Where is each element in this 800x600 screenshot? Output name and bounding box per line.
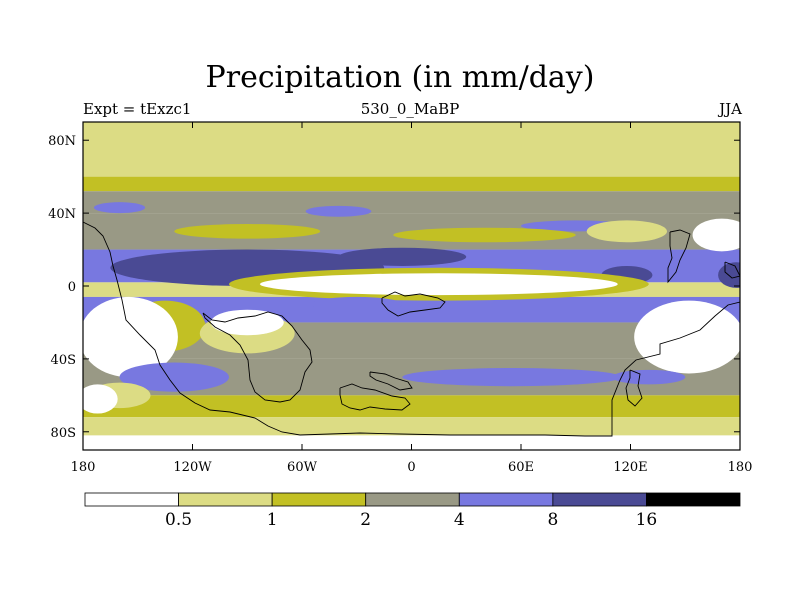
- precip-region-3: [174, 224, 321, 239]
- colorbar-swatch-1: [178, 492, 273, 507]
- colorbar-swatch-6: [646, 492, 741, 507]
- x-axis: 180 120W 60W 0 60E 120E 180: [71, 122, 753, 475]
- precip-band-9: [83, 395, 740, 418]
- continent-outlines: [83, 221, 740, 437]
- precip-region-23: [83, 384, 118, 414]
- age-label: 530_0_MaBP: [360, 100, 460, 118]
- chart-title: Precipitation (in mm/day): [205, 60, 595, 95]
- colorbar-swatch-0: [84, 492, 179, 507]
- colorbar-label-2: 2: [360, 510, 371, 530]
- experiment-label: Expt = tExzc1: [83, 100, 192, 118]
- colorbar-swatch-2: [271, 492, 367, 507]
- precip-region-8: [338, 247, 467, 266]
- colorbar-label-3: 4: [454, 510, 465, 530]
- y-tick-label-1: 40N: [48, 207, 76, 222]
- x-tick-label-4: 60E: [508, 460, 534, 475]
- precip-band-11: [83, 435, 740, 450]
- x-tick-label-5: 120E: [613, 460, 647, 475]
- y-tick-label-3: 40S: [51, 353, 76, 368]
- precip-region-4: [393, 227, 576, 243]
- colorbar-swatch-3: [365, 492, 460, 507]
- precip-region-0: [93, 202, 146, 214]
- x-tick-label-2: 60W: [287, 460, 318, 475]
- precip-region-19: [402, 368, 622, 387]
- precip-region-1: [305, 205, 372, 217]
- colorbar-label-1: 1: [267, 510, 278, 530]
- precip-region-6: [692, 218, 740, 252]
- precip-region-14: [83, 296, 178, 378]
- colorbar-label-4: 8: [547, 510, 558, 530]
- precip-band-0: [83, 122, 740, 177]
- colorbar-swatch-5: [552, 492, 647, 507]
- x-tick-label-1: 120W: [173, 460, 212, 475]
- x-tick-label-0: 180: [71, 460, 96, 475]
- colorbar: 0.5 1 2 4 8 16: [84, 492, 741, 530]
- x-tick-label-3: 0: [407, 460, 415, 475]
- y-tick-label-4: 80S: [51, 426, 76, 441]
- precip-region-18: [119, 362, 229, 392]
- colorbar-label-5: 16: [636, 510, 658, 530]
- y-axis: 80N 40N 0 40S 80S: [48, 134, 740, 441]
- colorbar-swatch-4: [458, 492, 554, 507]
- precip-region-21: [311, 296, 403, 312]
- precip-region-17: [634, 300, 740, 374]
- y-tick-label-0: 80N: [48, 134, 76, 149]
- precip-region-12: [260, 273, 618, 296]
- precip-band-1: [83, 176, 740, 192]
- precip-region-9: [718, 262, 740, 288]
- y-tick-label-2: 0: [68, 280, 76, 295]
- season-label: JJA: [719, 100, 742, 118]
- precip-region-20: [612, 369, 686, 385]
- precipitation-field: [83, 122, 740, 450]
- x-tick-label-6: 180: [728, 460, 753, 475]
- colorbar-label-0: 0.5: [165, 510, 192, 530]
- precip-band-2: [83, 191, 740, 214]
- precip-region-5: [586, 220, 667, 243]
- precip-band-10: [83, 417, 740, 436]
- precip-region-16: [210, 309, 284, 336]
